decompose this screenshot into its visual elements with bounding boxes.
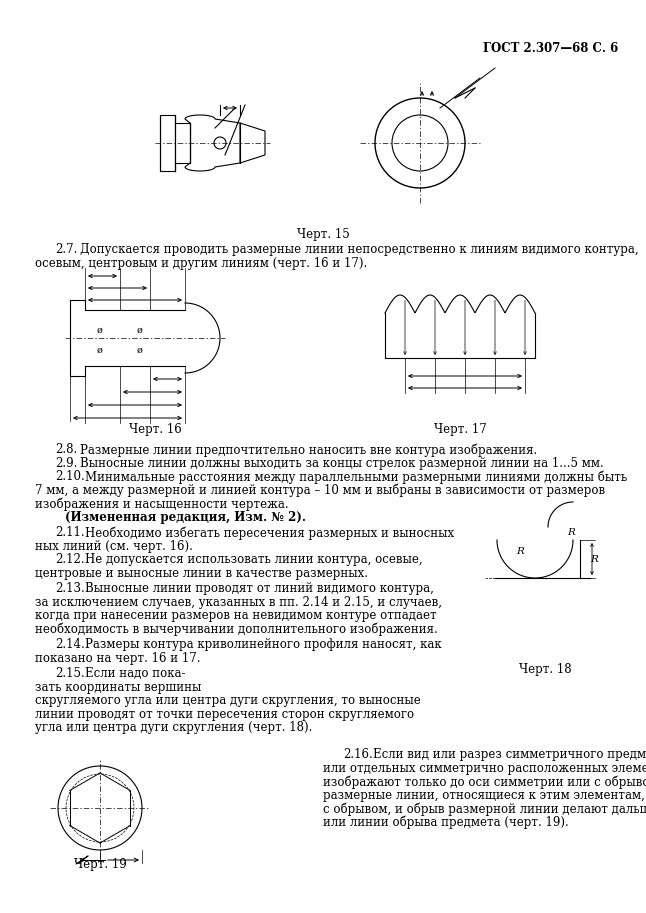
Text: 2.14.: 2.14. <box>55 638 85 651</box>
Text: с обрывом, и обрыв размерной линии делают дальше оси: с обрывом, и обрыв размерной линии делаю… <box>323 802 646 815</box>
Text: Черт. 16: Черт. 16 <box>129 423 182 436</box>
Text: 2.13.: 2.13. <box>55 582 85 595</box>
Text: Минимальные расстояния между параллельными размерными линиями должны быть: Минимальные расстояния между параллельны… <box>85 470 627 484</box>
Text: Черт. 15: Черт. 15 <box>297 228 349 241</box>
Text: 2.7.: 2.7. <box>55 243 78 256</box>
Text: 2.15.: 2.15. <box>55 667 85 680</box>
Text: за исключением случаев, указанных в пп. 2.14 и 2.15, и случаев,: за исключением случаев, указанных в пп. … <box>35 595 442 608</box>
Text: линии проводят от точки пересечения сторон скругляемого: линии проводят от точки пересечения стор… <box>35 708 414 720</box>
Text: Черт. 19: Черт. 19 <box>74 858 127 871</box>
Circle shape <box>214 137 226 149</box>
Text: ø: ø <box>137 345 143 354</box>
Text: Размеры контура криволинейного профиля наносят, как: Размеры контура криволинейного профиля н… <box>85 638 442 651</box>
Text: Не допускается использовать линии контура, осевые,: Не допускается использовать линии контур… <box>85 553 422 566</box>
Text: осевым, центровым и другим линиям (черт. 16 и 17).: осевым, центровым и другим линиям (черт.… <box>35 257 367 269</box>
Text: R: R <box>567 528 575 537</box>
Text: R: R <box>590 554 598 563</box>
Circle shape <box>74 782 126 834</box>
Text: 2.11.: 2.11. <box>55 526 85 539</box>
Text: Если надо пока-: Если надо пока- <box>85 667 185 680</box>
Text: (Измененная редакция, Изм. № 2).: (Измененная редакция, Изм. № 2). <box>65 510 306 523</box>
Text: когда при нанесении размеров на невидимом контуре отпадает: когда при нанесении размеров на невидимо… <box>35 609 437 622</box>
Polygon shape <box>240 123 265 163</box>
Text: 2.8.: 2.8. <box>55 443 78 456</box>
Circle shape <box>375 98 465 188</box>
Circle shape <box>392 115 448 171</box>
Text: Выносные линии должны выходить за концы стрелок размерной линии на 1...5 мм.: Выносные линии должны выходить за концы … <box>80 456 604 469</box>
Text: Допускается проводить размерные линии непосредственно к линиям видимого контура,: Допускается проводить размерные линии не… <box>80 243 639 256</box>
Text: или линии обрыва предмета (черт. 19).: или линии обрыва предмета (черт. 19). <box>323 815 568 829</box>
Text: зать координаты вершины: зать координаты вершины <box>35 680 202 694</box>
Text: скругляемого угла или центра дуги скругления, то выносные: скругляемого угла или центра дуги скругл… <box>35 694 421 707</box>
Text: Черт. 17: Черт. 17 <box>433 423 486 436</box>
Text: ГОСТ 2.307—68 С. 6: ГОСТ 2.307—68 С. 6 <box>483 42 618 55</box>
Text: Если вид или разрез симметричного предмета: Если вид или разрез симметричного предме… <box>373 748 646 761</box>
Text: 2.16.: 2.16. <box>343 748 373 761</box>
Polygon shape <box>175 123 190 163</box>
Text: Черт. 18: Черт. 18 <box>519 663 571 676</box>
Polygon shape <box>160 115 175 171</box>
Text: Выносные линии проводят от линий видимого контура,: Выносные линии проводят от линий видимог… <box>85 582 434 595</box>
Text: ных линий (см. черт. 16).: ных линий (см. черт. 16). <box>35 540 193 552</box>
Text: 2.12.: 2.12. <box>55 553 85 566</box>
Text: 2.9.: 2.9. <box>55 456 78 469</box>
Text: или отдельных симметрично расположенных элементов: или отдельных симметрично расположенных … <box>323 761 646 774</box>
Text: Размерные линии предпочтительно наносить вне контура изображения.: Размерные линии предпочтительно наносить… <box>80 443 537 456</box>
Text: R: R <box>516 547 524 555</box>
Text: ø: ø <box>137 326 143 334</box>
Text: 7 мм, а между размерной и линией контура – 10 мм и выбраны в зависимости от разм: 7 мм, а между размерной и линией контура… <box>35 484 605 497</box>
Circle shape <box>66 774 134 842</box>
Text: Необходимо избегать пересечения размерных и выносных: Необходимо избегать пересечения размерны… <box>85 526 454 540</box>
Text: ø: ø <box>97 345 103 354</box>
Text: изображают только до оси симметрии или с обрывом, то: изображают только до оси симметрии или с… <box>323 775 646 789</box>
Text: 2.10.: 2.10. <box>55 470 85 483</box>
Text: центровые и выносные линии в качестве размерных.: центровые и выносные линии в качестве ра… <box>35 566 368 580</box>
Text: ø: ø <box>97 326 103 334</box>
Text: необходимость в вычерчивании дополнительного изображения.: необходимость в вычерчивании дополнитель… <box>35 623 438 636</box>
Circle shape <box>58 766 142 850</box>
Text: размерные линии, относящиеся к этим элементам, проводят: размерные линии, относящиеся к этим элем… <box>323 789 646 802</box>
Text: показано на черт. 16 и 17.: показано на черт. 16 и 17. <box>35 652 200 665</box>
Text: изображения и насыщенности чертежа.: изображения и насыщенности чертежа. <box>35 497 289 510</box>
Text: угла или центра дуги скругления (черт. 18).: угла или центра дуги скругления (черт. 1… <box>35 721 313 734</box>
